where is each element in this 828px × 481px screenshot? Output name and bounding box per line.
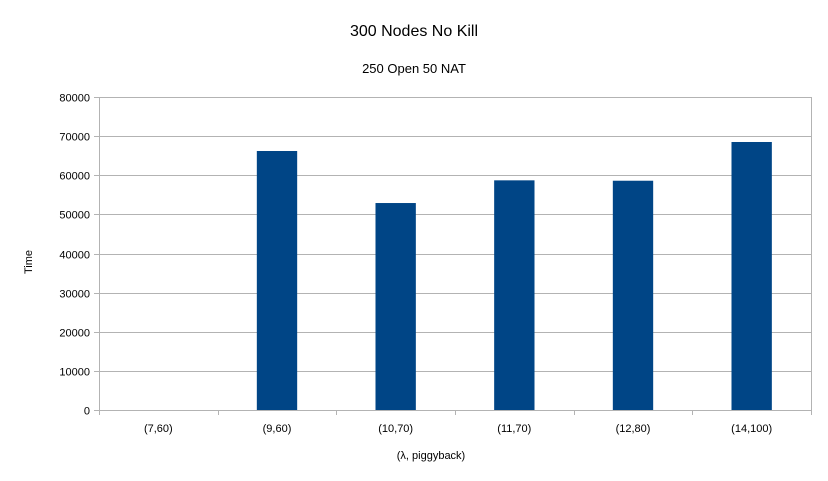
y-tick-label: 20000: [59, 328, 90, 340]
x-tick-label: (7,60): [144, 423, 173, 435]
x-tick-label: (10,70): [378, 423, 413, 435]
y-tick-label: 10000: [59, 367, 90, 379]
y-tick-label: 50000: [59, 210, 90, 222]
bar: [256, 150, 298, 410]
chart-subtitle: 250 Open 50 NAT: [362, 61, 466, 76]
y-tick-label: 30000: [59, 289, 90, 301]
y-tick-label: 0: [84, 406, 90, 418]
y-tick-label: 40000: [59, 250, 90, 262]
bar: [731, 141, 772, 410]
y-tick-label: 80000: [59, 93, 90, 105]
x-tick-label: (9,60): [263, 423, 292, 435]
bars: [256, 141, 772, 410]
x-axis-label: (λ, piggyback): [397, 450, 465, 462]
y-tick-label: 60000: [59, 171, 90, 183]
bar: [494, 180, 535, 410]
bar: [612, 180, 654, 410]
chart-title: 300 Nodes No Kill: [350, 23, 478, 40]
axes: [99, 97, 812, 415]
grid-lines: [94, 97, 811, 411]
y-tick-labels: 0 10000 20000 30000 40000 50000 60000 70000 8000…: [59, 93, 90, 418]
y-tick-label: 70000: [59, 132, 90, 144]
x-tick-label: (11,70): [497, 423, 531, 435]
x-tick-label: (12,80): [616, 423, 651, 435]
x-tick-label: (14,100): [731, 423, 772, 435]
x-tick-labels: (7,60) (9,60) (10,70) (11,70) (12,80) (14,100…: [144, 423, 772, 435]
bar: [375, 203, 416, 410]
y-axis-label: Time: [23, 250, 35, 274]
